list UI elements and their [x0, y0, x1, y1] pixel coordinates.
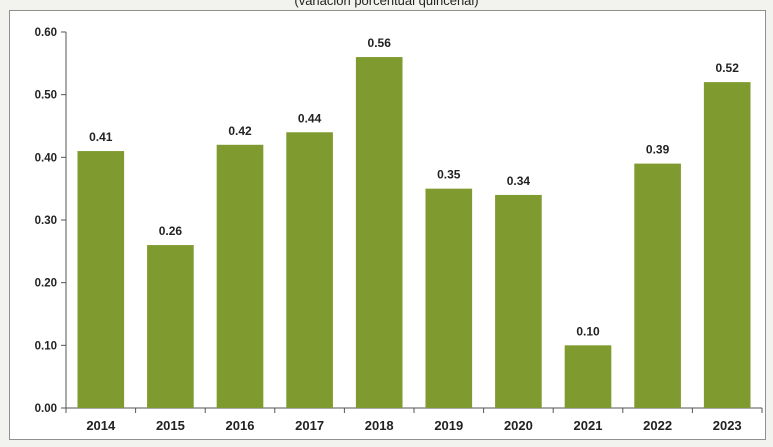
x-category-label: 2018 [365, 418, 394, 433]
bar-value-label: 0.44 [298, 111, 322, 125]
x-axis: 2014 2015 2016 2017 2018 2019 2020 2021 2022 2023 [66, 408, 762, 433]
bar [286, 132, 333, 408]
bar-value-label: 0.41 [89, 130, 113, 144]
bar [77, 151, 124, 408]
bar [217, 145, 264, 408]
x-category-label: 2017 [295, 418, 324, 433]
y-axis: 0.00 0.10 0.20 0.30 0.40 0.50 0.60 [35, 27, 66, 415]
x-category-label: 2022 [643, 418, 672, 433]
bar-value-label: 0.10 [576, 324, 600, 338]
bar-value-label: 0.39 [646, 143, 670, 157]
y-tick-label: 0.20 [35, 278, 57, 290]
x-category-label: 2016 [226, 418, 255, 433]
x-category-label: 2020 [504, 418, 533, 433]
bar-value-label: 0.42 [228, 124, 252, 138]
y-tick-label: 0.60 [35, 27, 57, 39]
bar [495, 195, 542, 408]
chart-frame: 0.00 0.10 0.20 0.30 0.40 0.50 0.60 2014 2015 201… [9, 10, 766, 440]
chart-subtitle: (variación porcentual quincenal) [0, 0, 773, 8]
y-tick-label: 0.50 [35, 90, 57, 102]
bar-value-label: 0.26 [159, 224, 183, 238]
bar-value-label: 0.52 [716, 61, 740, 75]
y-tick-label: 0.30 [35, 215, 57, 227]
x-category-label: 2014 [86, 418, 116, 433]
y-tick-label: 0.10 [35, 340, 57, 352]
bar-value-label: 0.56 [368, 36, 392, 50]
bar [425, 189, 472, 408]
x-category-label: 2021 [574, 418, 603, 433]
bar [356, 57, 403, 408]
bar-chart: 0.000.100.200.300.400.500.60 2014 2015 201… [10, 11, 765, 439]
bar [565, 345, 612, 408]
y-tick-label: 0.40 [35, 152, 57, 164]
x-category-label: 2023 [713, 418, 742, 433]
x-category-label: 2015 [156, 418, 185, 433]
bar-value-label: 0.34 [507, 174, 531, 188]
y-tick-label: 0.00 [35, 403, 57, 415]
x-category-label: 2019 [434, 418, 463, 433]
bar [634, 164, 681, 408]
bar [704, 82, 751, 408]
bar-value-label: 0.35 [437, 168, 461, 182]
bar [147, 245, 194, 408]
